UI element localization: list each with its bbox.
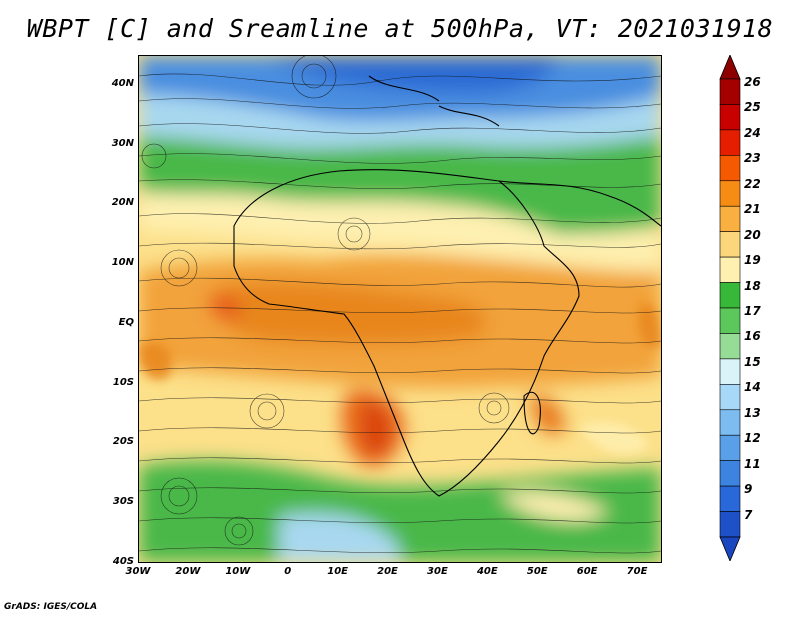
colorbar-level-label: 7 <box>744 507 753 522</box>
colorbar-swatch <box>719 511 741 538</box>
colorbar-swatch <box>719 460 741 487</box>
colorbar-swatch <box>719 256 741 283</box>
colorbar-bottom-triangle <box>719 536 741 561</box>
grads-credit: GrADS: IGES/COLA <box>4 602 98 612</box>
map-panel <box>138 55 662 563</box>
lon-tick-label: 20E <box>377 566 398 577</box>
chart-title: WBPT [C] and Sreamline at 500hPa, VT: 20… <box>26 14 774 43</box>
lon-tick-label: 10E <box>327 566 348 577</box>
colorbar-level-label: 12 <box>744 431 761 446</box>
lon-tick-label: 10W <box>225 566 251 577</box>
colorbar-level-label: 24 <box>744 125 761 140</box>
lon-tick-label: 20W <box>175 566 201 577</box>
colorbar-level-label: 25 <box>744 100 761 115</box>
colorbar-swatch <box>719 205 741 232</box>
colorbar-level-label: 17 <box>744 304 761 318</box>
lon-tick-label: 30W <box>125 566 151 577</box>
lon-tick-label: 70E <box>626 566 648 577</box>
lat-tick-label: 20S <box>112 436 134 448</box>
wbpt-streamline-map <box>139 56 661 562</box>
colorbar-level-label: 26 <box>744 75 761 89</box>
lat-tick-label: 30N <box>111 137 134 149</box>
colorbar-swatch <box>719 129 741 156</box>
colorbar-level-label: 21 <box>744 202 761 217</box>
colorbar-swatch <box>719 434 741 461</box>
lon-tick-label: 40E <box>476 566 498 577</box>
lat-tick-label: 10S <box>112 376 134 388</box>
colorbar-swatch <box>719 104 741 131</box>
colorbar-level-label: 13 <box>744 405 761 420</box>
colorbar-swatch <box>719 231 741 258</box>
lat-tick-label: 10N <box>111 257 134 269</box>
colorbar-level-label: 15 <box>744 354 761 369</box>
colorbar-level-label: 22 <box>744 176 761 191</box>
colorbar-level-label: 14 <box>744 380 761 395</box>
lat-tick-label: 40N <box>111 77 134 89</box>
lat-tick-label: 40S <box>112 556 134 567</box>
colorbar-swatch <box>719 409 741 436</box>
lon-tick-label: 30E <box>427 566 448 577</box>
colorbar-top-triangle <box>719 55 741 80</box>
colorbar-swatch <box>719 180 741 207</box>
lon-tick-label: 0 <box>284 566 292 577</box>
colorbar-swatch <box>719 78 741 105</box>
colorbar-swatch <box>719 485 741 512</box>
coastlines <box>233 75 661 497</box>
colorbar-level-label: 19 <box>744 253 761 268</box>
colorbar-level-label: 11 <box>744 456 761 471</box>
lon-tick-label: 50E <box>526 566 548 577</box>
colorbar-swatch <box>719 384 741 411</box>
colorbar <box>719 55 741 561</box>
colorbar-level-label: 20 <box>744 227 761 242</box>
colorbar-swatch <box>719 155 741 182</box>
colorbar-swatch <box>719 358 741 385</box>
lat-tick-label: 30S <box>112 496 134 508</box>
temperature-field <box>139 56 661 562</box>
colorbar-swatch <box>719 282 741 309</box>
colorbar-swatch <box>719 333 741 360</box>
colorbar-swatch <box>719 307 741 334</box>
colorbar-level-label: 16 <box>744 329 761 344</box>
lon-tick-label: 60E <box>576 566 598 577</box>
colorbar-level-label: 23 <box>744 151 761 166</box>
streamlines <box>139 56 661 554</box>
lat-tick-label: EQ <box>118 316 134 328</box>
colorbar-level-label: 9 <box>744 482 753 497</box>
colorbar-level-label: 18 <box>744 278 761 293</box>
lat-tick-label: 20N <box>111 197 134 209</box>
